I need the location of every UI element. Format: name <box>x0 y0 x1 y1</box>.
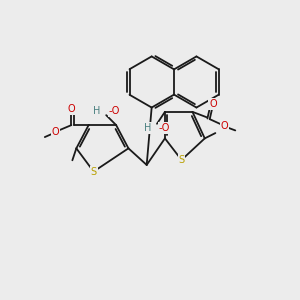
Text: H: H <box>93 106 100 116</box>
Text: O: O <box>209 99 217 109</box>
Text: O: O <box>221 122 229 131</box>
Text: O: O <box>68 104 75 114</box>
Text: S: S <box>91 167 97 177</box>
Text: -O: -O <box>159 123 170 133</box>
Text: -O: -O <box>109 106 120 116</box>
Text: H: H <box>144 123 152 133</box>
Text: S: S <box>178 155 184 165</box>
Text: O: O <box>52 128 59 137</box>
